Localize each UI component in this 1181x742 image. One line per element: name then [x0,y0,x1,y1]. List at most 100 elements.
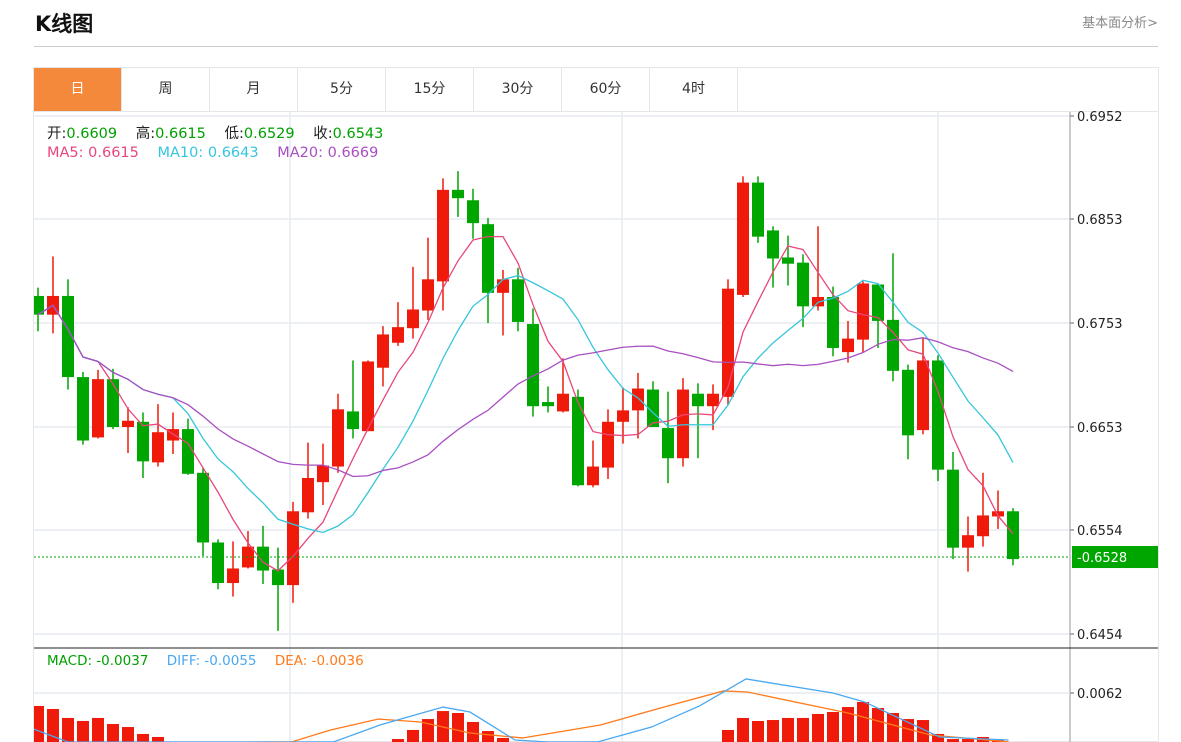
candle-down [107,379,119,428]
period-tabs: 日 周 月 5分 15分 30分 60分 4时 [34,68,1158,112]
macd-bar [887,712,899,742]
candle-up [977,515,989,537]
candle-up [737,182,749,295]
candle-down [467,200,479,224]
macd-bar [782,717,794,742]
candle-down [662,428,674,459]
tab-15min[interactable]: 15分 [386,68,474,111]
candle-down [482,224,494,293]
candle-up [392,327,404,343]
candle-up [422,279,434,311]
candle-up [677,389,689,459]
high-label: 高: [135,126,156,142]
macd-bar [137,733,149,742]
macd-bar [452,712,464,742]
candle-up [917,360,929,431]
candle-down [527,324,539,407]
close-label: 收: [313,126,333,142]
candle-down [797,262,809,307]
close-value: 0.6543 [332,126,384,142]
candle-up [842,338,854,353]
macd-value: MACD: -0.0037 [47,653,149,669]
price-axis-label: 0.6753 [1077,317,1123,332]
macd-bar [34,705,44,742]
macd-bar [77,720,89,742]
macd-bar [902,719,914,742]
candle-down [347,411,359,430]
candle-down [452,189,464,199]
macd-bar [752,720,764,742]
tab-30min[interactable]: 30分 [474,68,562,111]
dea-line [247,690,1009,742]
current-price-label: -0.6528 [1077,551,1127,566]
price-axis-label: 0.6853 [1077,213,1123,228]
candle-down [34,295,44,315]
macd-bar [767,720,779,742]
low-value: 0.6529 [243,126,295,142]
candle-down [137,421,149,462]
macd-axis-label: 0.0062 [1077,687,1123,702]
candle-down [1007,511,1019,560]
candle-down [77,377,89,441]
candle-down [512,279,524,322]
candle-up [92,379,104,438]
macd-bar [857,701,869,742]
ma10-value: MA10: 0.6643 [157,145,259,161]
fundamental-analysis-link[interactable]: 基本面分析> [1082,16,1158,31]
tab-day[interactable]: 日 [34,68,122,111]
ma5-value: MA5: 0.6615 [47,145,139,161]
candle-down [257,546,269,571]
macd-bar [872,708,884,742]
macd-bar [797,717,809,742]
candle-down [647,389,659,428]
candle-up [602,421,614,468]
macd-bar [152,736,164,742]
candle-up [857,283,869,340]
tab-month[interactable]: 月 [210,68,298,111]
ma20-value: MA20: 0.6669 [277,145,379,161]
ma-readout: MA5: 0.6615 MA10: 0.6643 MA20: 0.6669 [47,145,392,161]
macd-bar [482,731,494,742]
candle-up [227,568,239,584]
tab-60min[interactable]: 60分 [562,68,650,111]
candle-up [287,511,299,586]
price-axis-label: 0.6952 [1077,110,1123,125]
candle-up [317,465,329,483]
macd-bar [92,717,104,742]
candle-down [692,393,704,407]
candle-up [302,477,314,513]
macd-bar [407,729,419,742]
candle-up [962,535,974,548]
macd-bar [842,707,854,742]
open-value: 0.6609 [66,126,118,142]
candle-up [557,393,569,412]
candle-down [872,284,884,321]
candle-down [542,402,554,407]
tab-5min[interactable]: 5分 [298,68,386,111]
candle-up [362,361,374,432]
candle-down [572,396,584,486]
macd-bar [932,733,944,742]
candle-down [182,429,194,474]
price-axis-label: 0.6653 [1077,421,1123,436]
price-axis-label: 0.6554 [1077,524,1123,539]
macd-group [34,678,1009,742]
ma5-line [37,236,1014,572]
candle-down [272,569,284,586]
tab-4hour[interactable]: 4时 [650,68,738,111]
candle-up [632,388,644,411]
tab-week[interactable]: 周 [122,68,210,111]
macd-bar [917,720,929,742]
candle-down [782,257,794,264]
candle-down [932,360,944,470]
candle-up [722,288,734,397]
macd-bar [827,712,839,742]
macd-bar [107,724,119,742]
candle-up [332,409,344,467]
high-value: 0.6615 [155,126,206,142]
candle-down [212,542,224,584]
ma20-line [37,304,1014,478]
page-title: K线图 [35,12,94,36]
